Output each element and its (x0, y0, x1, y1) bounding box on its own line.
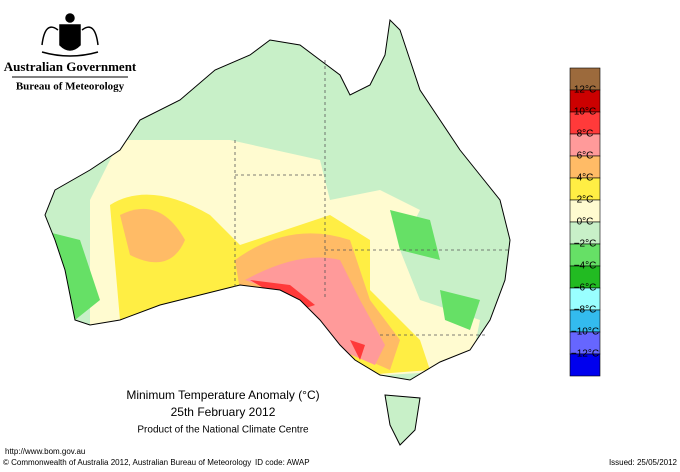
legend-label: 4°C (577, 173, 594, 184)
legend-label: −8°C (574, 305, 597, 316)
legend-label: 12°C (574, 85, 596, 96)
agency-name: Bureau of Meteorology (16, 81, 125, 93)
legend-label: 10°C (574, 107, 596, 118)
map-product: Product of the National Climate Centre (137, 425, 309, 436)
footer-id: ID code: AWAP (255, 458, 310, 467)
legend-label: 0°C (577, 217, 594, 228)
legend-swatch (569, 353, 601, 377)
legend-label: 8°C (577, 129, 594, 140)
legend-label: −10°C (571, 327, 599, 338)
footer-copyright: © Commonwealth of Australia 2012, Austra… (3, 458, 251, 467)
map-date: 25th February 2012 (171, 405, 276, 419)
legend-label: 2°C (577, 195, 594, 206)
legend-label: −12°C (571, 349, 599, 360)
coat-of-arms (41, 13, 99, 57)
government-name: Australian Government (4, 59, 137, 74)
legend-label: −2°C (574, 239, 597, 250)
legend-label: 6°C (577, 151, 594, 162)
legend-label: −6°C (574, 283, 597, 294)
legend-label: −4°C (574, 261, 597, 272)
legend: 12°C 10°C 8°C 6°C 4°C 2°C 0°C −2°C −4°C −6°C −8°C −… (569, 67, 601, 377)
footer-url: http://www.bom.gov.au (5, 447, 85, 456)
footer-issued: Issued: 25/05/2012 (609, 458, 678, 467)
map-title: Minimum Temperature Anomaly (°C) (126, 388, 319, 402)
